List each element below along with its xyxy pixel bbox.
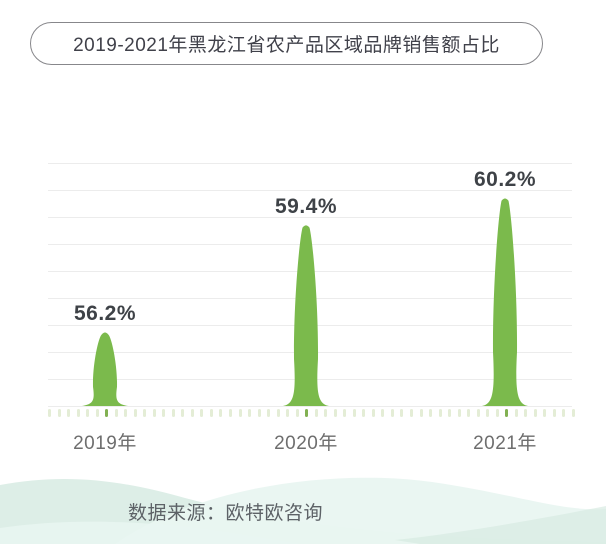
- value-label-2021年: 60.2%: [473, 168, 537, 192]
- x-axis-label-2020年: 2020年: [274, 433, 338, 454]
- axis-tick: [114, 409, 118, 417]
- axis-tick: [67, 409, 71, 417]
- axis-tick-highlight: [505, 409, 509, 417]
- x-axis-label-2021年: 2021年: [473, 433, 537, 454]
- wave-decoration: [0, 477, 606, 544]
- axis-tick: [209, 409, 213, 417]
- axis-tick: [562, 409, 566, 417]
- axis-tick: [190, 409, 194, 417]
- axis-tick: [76, 409, 80, 417]
- axis-tick: [48, 409, 51, 417]
- axis-tick: [381, 409, 385, 417]
- axis-tick: [410, 409, 414, 417]
- axis-tick: [162, 409, 166, 417]
- wave-right-deep-shape: [395, 506, 606, 544]
- x-axis-tick-strip: [48, 409, 575, 418]
- axis-tick: [448, 409, 452, 417]
- axis-tick: [200, 409, 204, 417]
- axis-tick: [57, 409, 61, 417]
- peak-shape-2019年: [82, 332, 128, 406]
- axis-tick: [552, 409, 556, 417]
- axis-tick: [476, 409, 480, 417]
- axis-tick: [533, 409, 537, 417]
- axis-tick: [171, 409, 175, 417]
- axis-tick: [343, 409, 347, 417]
- peak-shape-2021年: [482, 198, 528, 406]
- axis-tick: [429, 409, 433, 417]
- title-pill: 2019-2021年黑龙江省农产品区域品牌销售额占比: [30, 22, 543, 65]
- chart-plot-area: 56.2% 59.4% 60.2%: [48, 150, 572, 408]
- axis-tick: [181, 409, 185, 417]
- gridline: [48, 406, 572, 407]
- axis-tick: [238, 409, 242, 417]
- axis-tick: [286, 409, 290, 417]
- axis-tick: [324, 409, 328, 417]
- value-label-2019年: 56.2%: [73, 302, 137, 326]
- axis-tick: [86, 409, 90, 417]
- axis-tick: [133, 409, 137, 417]
- axis-tick: [524, 409, 528, 417]
- axis-tick: [352, 409, 356, 417]
- axis-tick: [495, 409, 499, 417]
- data-source-text: 数据来源：欧特欧咨询: [128, 503, 324, 524]
- axis-tick: [419, 409, 423, 417]
- gridline: [48, 163, 572, 164]
- gridline: [48, 190, 572, 191]
- axis-tick: [257, 409, 261, 417]
- axis-tick: [248, 409, 252, 417]
- axis-tick-highlight: [305, 409, 309, 417]
- axis-tick: [152, 409, 156, 417]
- axis-tick: [314, 409, 318, 417]
- axis-tick: [371, 409, 375, 417]
- axis-tick: [571, 409, 575, 417]
- wave-hump-shape: [115, 477, 606, 544]
- axis-tick: [219, 409, 223, 417]
- axis-tick: [362, 409, 366, 417]
- axis-tick-highlight: [105, 409, 109, 417]
- axis-tick: [267, 409, 271, 417]
- axis-tick: [486, 409, 490, 417]
- axis-tick: [333, 409, 337, 417]
- axis-tick: [543, 409, 547, 417]
- axis-tick: [276, 409, 280, 417]
- value-label-2020年: 59.4%: [274, 195, 338, 219]
- axis-tick: [390, 409, 394, 417]
- peak-shape-2020年: [283, 225, 329, 406]
- axis-tick: [514, 409, 518, 417]
- axis-tick: [95, 409, 99, 417]
- gridline: [48, 217, 572, 218]
- axis-tick: [467, 409, 471, 417]
- axis-tick: [143, 409, 147, 417]
- x-axis-label-2019年: 2019年: [73, 433, 137, 454]
- page-title: 2019-2021年黑龙江省农产品区域品牌销售额占比: [73, 35, 500, 56]
- peaks-layer: [82, 198, 528, 406]
- axis-tick: [400, 409, 404, 417]
- axis-tick: [438, 409, 442, 417]
- axis-tick: [295, 409, 299, 417]
- axis-tick: [457, 409, 461, 417]
- axis-tick: [229, 409, 232, 417]
- axis-tick: [124, 409, 128, 417]
